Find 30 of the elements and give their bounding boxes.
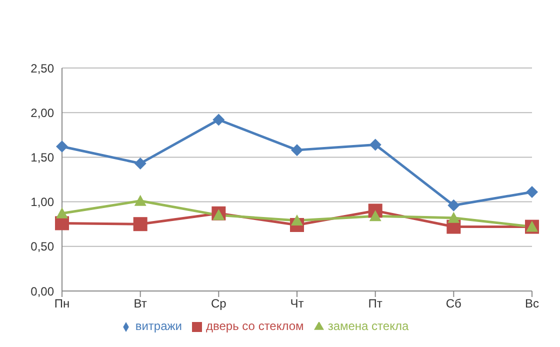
- point: [369, 210, 382, 222]
- x-tick-label: Ср: [210, 296, 227, 311]
- y-tick-label: 2,00: [30, 106, 54, 120]
- point: [212, 114, 225, 126]
- point: [526, 186, 538, 198]
- x-tick-label: Сб: [446, 296, 462, 311]
- point: [134, 194, 146, 206]
- x-tick-label: Пт: [368, 296, 383, 311]
- point: [448, 212, 460, 223]
- point: [56, 140, 68, 152]
- legend-label: витражи: [135, 319, 182, 333]
- point: [56, 207, 68, 218]
- point: [291, 214, 303, 226]
- point: [448, 199, 460, 212]
- x-tick-label: Вс: [524, 296, 540, 311]
- y-tick-label: 1,50: [30, 150, 54, 164]
- y-tick-label: 0,00: [30, 284, 54, 298]
- legend-label: замена стекла: [328, 319, 409, 333]
- point: [369, 138, 382, 151]
- x-tick-label: Вт: [134, 296, 148, 311]
- x-tick-label: Чт: [290, 296, 304, 311]
- x-tick-label: Пн: [54, 296, 70, 311]
- legend-label: дверь со стеклом: [206, 319, 304, 333]
- point: [291, 144, 303, 156]
- y-tick-label: 2,50: [30, 61, 54, 76]
- point: [134, 157, 146, 170]
- y-tick-label: 0,50: [30, 240, 54, 254]
- y-tick-label: 1,00: [30, 195, 54, 210]
- point: [133, 217, 148, 232]
- point: [212, 209, 225, 220]
